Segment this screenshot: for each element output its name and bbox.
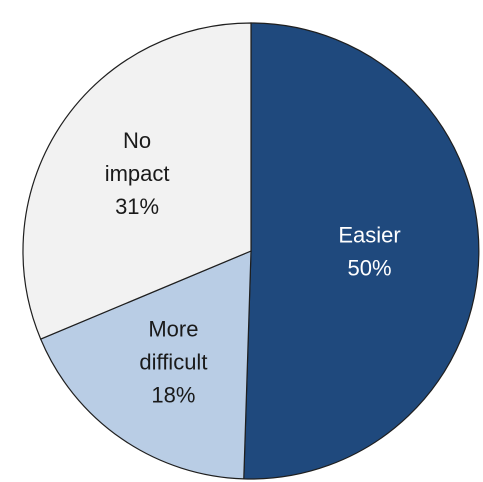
slice-category-label: No [123, 128, 151, 153]
slice-category-label: impact [105, 161, 170, 186]
slice-value-label: 50% [347, 255, 391, 280]
pie-labels: Easier 50% More difficult 18% No impact 31% [105, 128, 401, 408]
slice-category-label: difficult [139, 350, 207, 375]
pie-slices [22, 22, 480, 480]
pie-slice-2 [22, 22, 252, 340]
pie-slice-label-2: No impact 31% [105, 128, 170, 219]
pie-slice-label-1: More difficult 18% [139, 317, 207, 408]
pie-slice-1 [39, 250, 252, 480]
slice-category-label: Easier [338, 222, 400, 247]
pie-slice-label-0: Easier 50% [338, 222, 400, 280]
slice-value-label: 31% [115, 194, 159, 219]
pie-slice-0 [243, 22, 480, 480]
slice-category-label: More [148, 317, 198, 342]
slice-value-label: 18% [151, 383, 195, 408]
